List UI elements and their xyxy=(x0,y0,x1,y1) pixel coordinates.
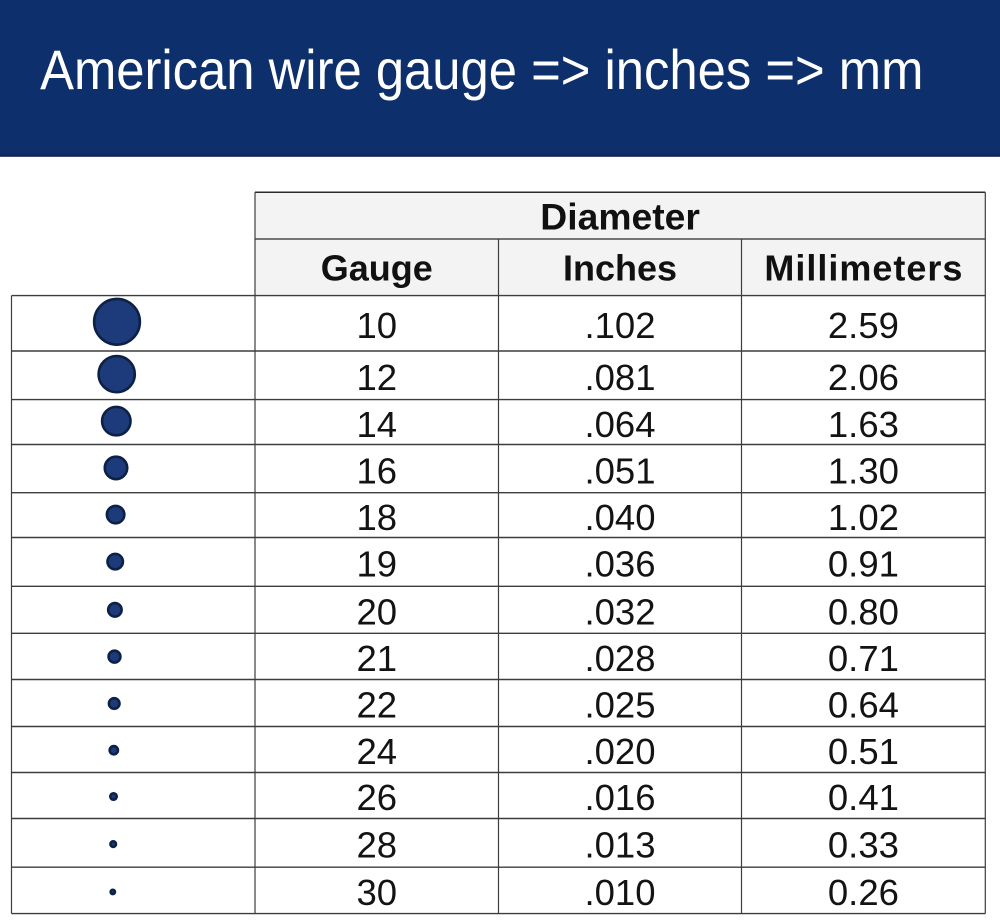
svg-text:14: 14 xyxy=(356,404,397,445)
svg-text:28: 28 xyxy=(356,825,397,866)
svg-text:1.02: 1.02 xyxy=(828,497,899,538)
svg-text:.010: .010 xyxy=(584,872,655,913)
svg-text:.102: .102 xyxy=(584,305,655,346)
svg-text:2.59: 2.59 xyxy=(828,305,899,346)
svg-text:.064: .064 xyxy=(584,404,655,445)
svg-text:Gauge: Gauge xyxy=(321,247,433,288)
svg-text:.016: .016 xyxy=(584,777,655,818)
svg-text:.051: .051 xyxy=(584,450,655,491)
svg-text:18: 18 xyxy=(356,497,397,538)
svg-text:0.51: 0.51 xyxy=(828,731,899,772)
svg-text:12: 12 xyxy=(356,357,397,398)
svg-text:1.63: 1.63 xyxy=(828,404,899,445)
svg-text:American wire gauge => inches: American wire gauge => inches => mm xyxy=(40,40,923,102)
svg-text:.040: .040 xyxy=(584,497,655,538)
svg-text:.032: .032 xyxy=(584,592,655,633)
svg-text:0.26: 0.26 xyxy=(828,872,899,913)
svg-text:0.91: 0.91 xyxy=(828,544,899,585)
svg-text:16: 16 xyxy=(356,450,397,491)
svg-text:20: 20 xyxy=(356,592,397,633)
svg-text:.020: .020 xyxy=(584,731,655,772)
svg-text:.013: .013 xyxy=(584,825,655,866)
svg-text:.036: .036 xyxy=(584,544,655,585)
svg-text:10: 10 xyxy=(356,305,397,346)
svg-text:Diameter: Diameter xyxy=(540,196,700,238)
svg-text:0.64: 0.64 xyxy=(828,685,899,726)
svg-text:0.33: 0.33 xyxy=(828,825,899,866)
svg-text:0.41: 0.41 xyxy=(828,777,899,818)
svg-text:.081: .081 xyxy=(584,357,655,398)
svg-text:22: 22 xyxy=(356,685,397,726)
svg-text:30: 30 xyxy=(356,872,397,913)
svg-text:0.80: 0.80 xyxy=(828,592,899,633)
svg-text:.025: .025 xyxy=(584,685,655,726)
svg-text:1.30: 1.30 xyxy=(828,450,899,491)
svg-text:19: 19 xyxy=(356,544,397,585)
svg-text:.028: .028 xyxy=(584,638,655,679)
svg-text:0.71: 0.71 xyxy=(828,638,899,679)
svg-text:24: 24 xyxy=(356,731,397,772)
svg-text:Millimeters: Millimeters xyxy=(764,247,962,288)
svg-text:Inches: Inches xyxy=(563,247,677,288)
svg-text:21: 21 xyxy=(356,638,397,679)
svg-text:2.06: 2.06 xyxy=(828,357,899,398)
svg-text:26: 26 xyxy=(356,777,397,818)
